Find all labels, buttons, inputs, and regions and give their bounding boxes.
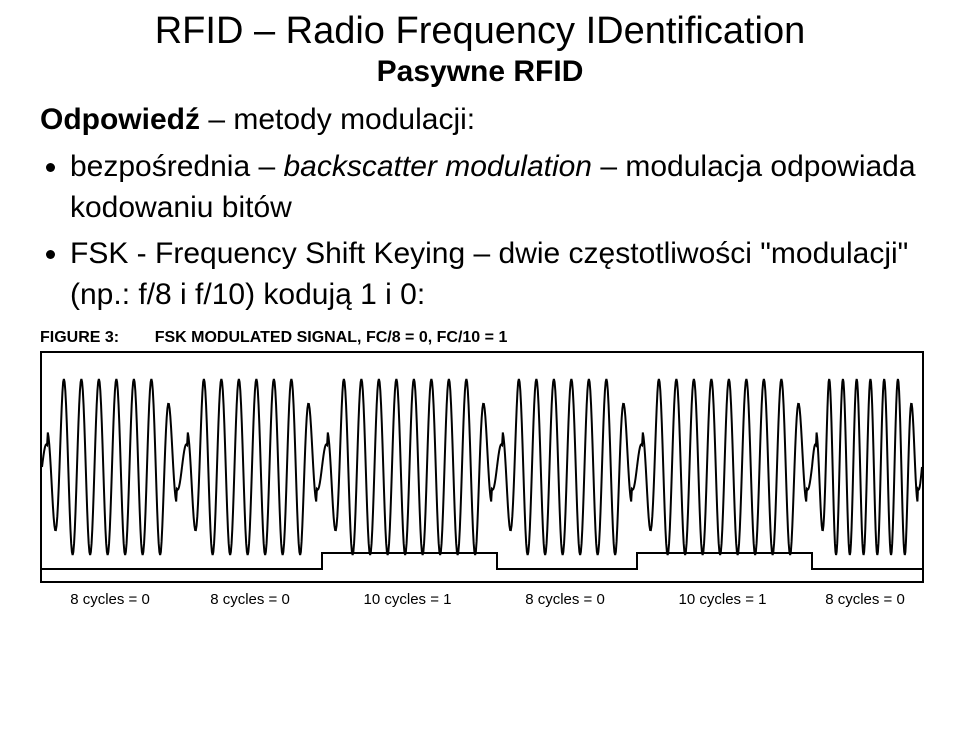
section-heading: Odpowiedź – metody modulacji: <box>40 103 920 137</box>
page-title: RFID – Radio Frequency IDentification <box>40 10 920 53</box>
bullet-text-italic: backscatter modulation <box>284 150 593 183</box>
x-axis-label: 8 cycles = 0 <box>180 591 320 608</box>
page-subtitle: Pasywne RFID <box>40 55 920 89</box>
bullet-text-before: FSK - Frequency Shift Keying – dwie częs… <box>70 237 908 311</box>
figure-caption: FIGURE 3: FSK MODULATED SIGNAL, FC/8 = 0… <box>40 329 920 347</box>
list-item: FSK - Frequency Shift Keying – dwie częs… <box>70 234 920 315</box>
list-item: bezpośrednia – backscatter modulation – … <box>70 147 920 228</box>
bullet-list: bezpośrednia – backscatter modulation – … <box>40 147 920 315</box>
bullet-text-before: bezpośrednia – <box>70 150 284 183</box>
x-axis-label: 10 cycles = 1 <box>635 591 810 608</box>
figure: FIGURE 3: FSK MODULATED SIGNAL, FC/8 = 0… <box>40 329 920 608</box>
fsk-waveform-svg <box>42 353 922 581</box>
heading-rest: – metody modulacji: <box>200 103 475 136</box>
figure-caption-label: FIGURE 3: <box>40 329 119 346</box>
x-axis-label: 8 cycles = 0 <box>495 591 635 608</box>
x-axis-label: 8 cycles = 0 <box>810 591 920 608</box>
figure-x-labels: 8 cycles = 08 cycles = 010 cycles = 18 c… <box>40 591 920 608</box>
figure-box <box>40 351 924 583</box>
x-axis-label: 10 cycles = 1 <box>320 591 495 608</box>
slide: RFID – Radio Frequency IDentification Pa… <box>0 0 960 736</box>
figure-caption-text: FSK MODULATED SIGNAL, FC/8 = 0, FC/10 = … <box>155 329 508 346</box>
x-axis-label: 8 cycles = 0 <box>40 591 180 608</box>
heading-bold: Odpowiedź <box>40 103 200 136</box>
